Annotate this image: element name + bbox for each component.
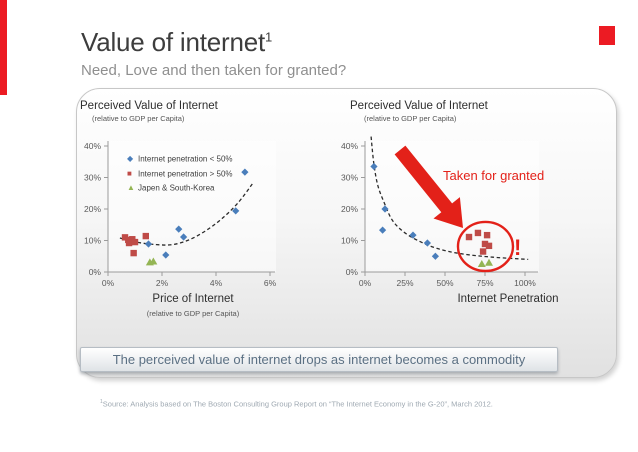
footnote-sup: 1	[100, 399, 103, 405]
x-tick-label: 25%	[396, 278, 413, 288]
x-tick-label: 2%	[156, 278, 169, 288]
y-tick-label: 10%	[84, 236, 101, 246]
legend-item: ■ Internet penetration > 50%	[127, 165, 233, 180]
legend-marker-square-icon: ■	[127, 168, 132, 178]
y-tick-label: 10%	[341, 236, 358, 246]
taken-for-granted-label: Taken for granted	[443, 168, 545, 183]
legend-item: ◆ Internet penetration < 50%	[127, 150, 233, 165]
data-point-triangle	[477, 260, 486, 268]
page-title: Value of internet1	[81, 27, 272, 58]
legend-label: Internet penetration > 50%	[138, 168, 233, 178]
data-point-diamond	[180, 233, 188, 241]
x-tick-label: 0%	[359, 278, 372, 288]
data-point-diamond	[241, 168, 249, 176]
left-chart-svg: 0% 10% 20% 30% 40% 0% 2% 4% 6%	[84, 141, 277, 288]
right-chart-xlabel: Internet Penetration	[457, 293, 559, 305]
legend-label: Japen & South-Korea	[138, 183, 215, 193]
emphasis-circle	[456, 220, 515, 273]
y-tick-label: 0%	[346, 267, 359, 277]
right-chart-subtitle: (relative to GDP per Capita)	[364, 114, 457, 123]
left-chart-xlabel-sub: (relative to GDP per Capita)	[146, 309, 240, 318]
data-point-square	[474, 229, 482, 237]
source-footnote: 1Source: Analysis based on The Boston Co…	[100, 399, 493, 409]
page-title-text: Value of internet	[81, 27, 266, 57]
taken-for-granted-arrow	[394, 145, 463, 228]
trend-curve	[119, 183, 253, 246]
data-point-square	[483, 231, 491, 239]
left-chart-xlabel: Price of Internet	[152, 293, 234, 305]
data-point-diamond	[381, 205, 389, 213]
y-tick-label: 40%	[84, 141, 101, 151]
data-point-square	[465, 233, 473, 241]
x-tick-label: 6%	[264, 278, 277, 288]
data-point-triangle	[149, 257, 158, 265]
y-tick-label: 30%	[84, 173, 101, 183]
red-accent-bar	[0, 0, 7, 95]
data-point-square	[131, 238, 139, 246]
legend-item: ▲ Japen & South-Korea	[127, 179, 233, 194]
data-point-square	[121, 234, 129, 241]
legend-label: Internet penetration < 50%	[138, 154, 233, 164]
x-tick-label: 100%	[514, 278, 536, 288]
y-tick-label: 20%	[84, 204, 101, 214]
red-corner-mark	[599, 26, 615, 45]
legend-marker-diamond-icon: ◆	[127, 154, 134, 164]
data-point-square	[481, 240, 489, 248]
y-tick-label: 40%	[341, 141, 358, 151]
x-tick-label: 0%	[102, 278, 115, 288]
data-point-diamond	[409, 231, 417, 239]
y-tick-label: 20%	[341, 204, 358, 214]
x-tick-label: 4%	[210, 278, 223, 288]
data-point-square	[130, 249, 137, 257]
footnote-text: Source: Analysis based on The Boston Con…	[102, 399, 493, 409]
left-chart-title: Perceived Value of Internet	[80, 100, 218, 112]
data-point-square	[485, 242, 493, 250]
x-tick-label: 75%	[476, 278, 493, 288]
data-point-square	[479, 248, 487, 255]
right-chart-title: Perceived Value of Internet	[350, 100, 488, 112]
y-tick-label: 0%	[89, 267, 102, 277]
right-chart-svg: 0% 10% 20% 30% 40% 0% 25% 50% 75% 100%	[341, 136, 539, 288]
page-subtitle: Need, Love and then taken for granted?	[81, 62, 347, 79]
legend-marker-triangle-icon: ▲	[127, 183, 135, 193]
page-title-footnote-ref: 1	[265, 29, 273, 45]
left-chart-subtitle: (relative to GDP per Capita)	[92, 114, 185, 123]
y-tick-label: 30%	[341, 173, 358, 183]
data-point-diamond	[175, 225, 183, 233]
left-chart-legend: ◆ Internet penetration < 50% ■ Internet pen…	[127, 150, 233, 194]
key-message-banner: The perceived value of internet drops as…	[80, 347, 558, 372]
data-point-triangle	[485, 258, 493, 266]
trend-curve	[370, 136, 529, 261]
data-point-square	[142, 232, 149, 240]
data-point-diamond	[144, 240, 153, 248]
exclamation-mark: !	[514, 235, 522, 260]
x-tick-label: 50%	[436, 278, 453, 288]
data-point-square	[125, 239, 133, 247]
